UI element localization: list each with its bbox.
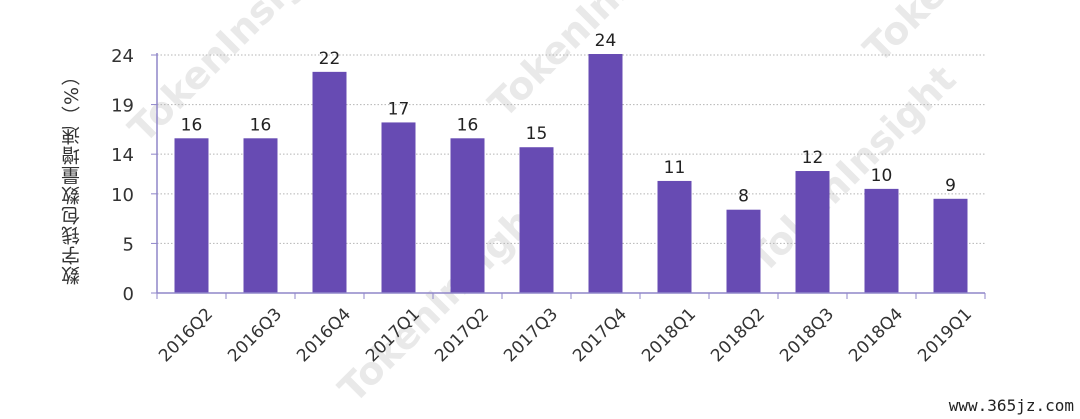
bar bbox=[519, 147, 554, 293]
data-label: 16 bbox=[181, 115, 203, 135]
data-label: 8 bbox=[738, 187, 749, 207]
bar bbox=[243, 138, 278, 293]
x-tick-label: 2019Q1 bbox=[914, 304, 976, 366]
x-tick-label: 2017Q3 bbox=[500, 304, 562, 366]
data-label: 12 bbox=[802, 148, 824, 168]
y-tick-label: 14 bbox=[111, 145, 134, 166]
data-label: 17 bbox=[388, 99, 410, 119]
bar bbox=[864, 188, 899, 293]
data-label: 15 bbox=[526, 124, 548, 144]
bar bbox=[381, 122, 416, 293]
bar bbox=[450, 138, 485, 293]
source-url: www.365jz.com bbox=[948, 396, 1074, 415]
data-label: 11 bbox=[664, 158, 686, 178]
bar bbox=[174, 138, 209, 293]
bar bbox=[795, 171, 830, 293]
data-label: 24 bbox=[595, 31, 617, 51]
x-tick-label: 2017Q1 bbox=[362, 304, 424, 366]
x-tick-label: 2018Q1 bbox=[638, 304, 700, 366]
bar bbox=[933, 198, 968, 293]
y-tick-label: 10 bbox=[111, 185, 134, 206]
bar bbox=[657, 180, 692, 293]
x-tick-label: 2018Q3 bbox=[776, 304, 838, 366]
y-tick-label: 24 bbox=[111, 46, 134, 67]
data-label: 22 bbox=[319, 49, 341, 69]
data-label: 10 bbox=[871, 166, 893, 186]
y-axis-title: 数字钱包数量增速（%） bbox=[61, 65, 83, 285]
x-tick-label: 2016Q4 bbox=[293, 304, 355, 366]
x-tick-label: 2018Q2 bbox=[707, 304, 769, 366]
data-label: 16 bbox=[457, 115, 479, 135]
data-label: 9 bbox=[945, 176, 956, 196]
x-tick-label: 2018Q4 bbox=[845, 304, 907, 366]
data-label: 16 bbox=[250, 115, 272, 135]
bar bbox=[312, 71, 347, 293]
x-tick-label: 2016Q2 bbox=[155, 304, 217, 366]
x-tick-label: 2016Q3 bbox=[224, 304, 286, 366]
x-tick-label: 2017Q2 bbox=[431, 304, 493, 366]
y-tick-label: 19 bbox=[111, 96, 134, 117]
y-tick-label: 5 bbox=[123, 234, 134, 255]
x-tick-label: 2017Q4 bbox=[569, 304, 631, 366]
bar bbox=[726, 209, 761, 293]
y-tick-label: 0 bbox=[123, 284, 134, 305]
bar bbox=[588, 54, 623, 294]
